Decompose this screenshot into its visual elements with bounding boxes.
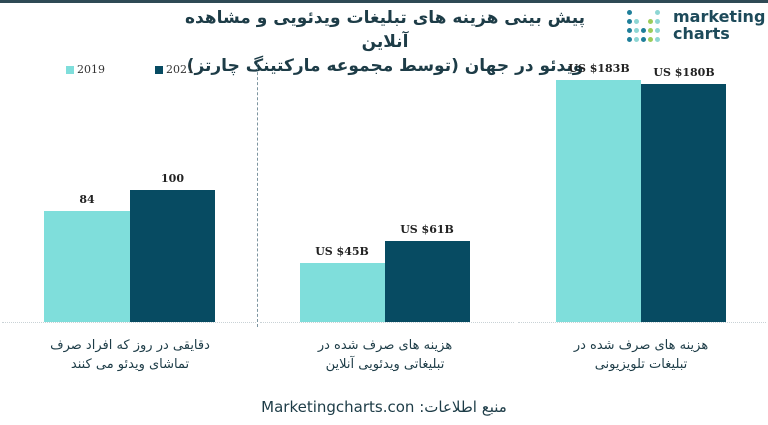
category-label: هزینه های صرف شده در تبلیغات تلویزیونی <box>573 338 709 372</box>
value-label: 84 <box>79 193 95 206</box>
value-label: US $61B <box>400 223 454 236</box>
bar-tv-2021 <box>641 84 726 322</box>
source-note: منبع اطلاعات: Marketingcharts.con <box>261 398 507 416</box>
marketingcharts-logo: marketing charts <box>625 8 765 48</box>
baseline-2 <box>260 322 514 323</box>
legend-item-2021: 2021 <box>155 63 194 76</box>
legend-swatch-2019 <box>66 65 74 74</box>
bar-minutes-2021 <box>130 190 215 322</box>
bar-online-video-2021 <box>385 241 470 322</box>
value-label: US $183B <box>568 62 630 75</box>
baseline-1 <box>2 322 256 323</box>
panel-divider <box>257 62 258 327</box>
legend-swatch-2021 <box>155 65 163 74</box>
category-label: هزینه های صرف شده در تبلیغاتی ویدئویی آن… <box>317 338 453 372</box>
category-label: دقایقی در روز که افراد صرف تماشای ویدئو … <box>50 338 210 372</box>
title-line-1: پیش بینی هزینه های تبلیغات ویدئویی و مشا… <box>184 8 586 52</box>
logo-dots-icon <box>627 10 667 46</box>
chart-title: پیش بینی هزینه های تبلیغات ویدئویی و مشا… <box>170 6 600 78</box>
value-label: US $45B <box>315 245 369 258</box>
baseline-3 <box>518 322 766 323</box>
top-border <box>0 0 768 3</box>
value-label: US $180B <box>653 66 715 79</box>
value-label: 100 <box>161 172 184 185</box>
legend-item-2019: 2019 <box>66 63 105 76</box>
title-line-2: ویدئو در جهان (توسط مجموعه مارکتینگ چارت… <box>186 56 584 76</box>
bar-tv-2019 <box>556 80 641 322</box>
bar-online-video-2019 <box>300 263 385 322</box>
bar-minutes-2019 <box>44 211 130 322</box>
logo-text: marketing charts <box>673 7 766 43</box>
